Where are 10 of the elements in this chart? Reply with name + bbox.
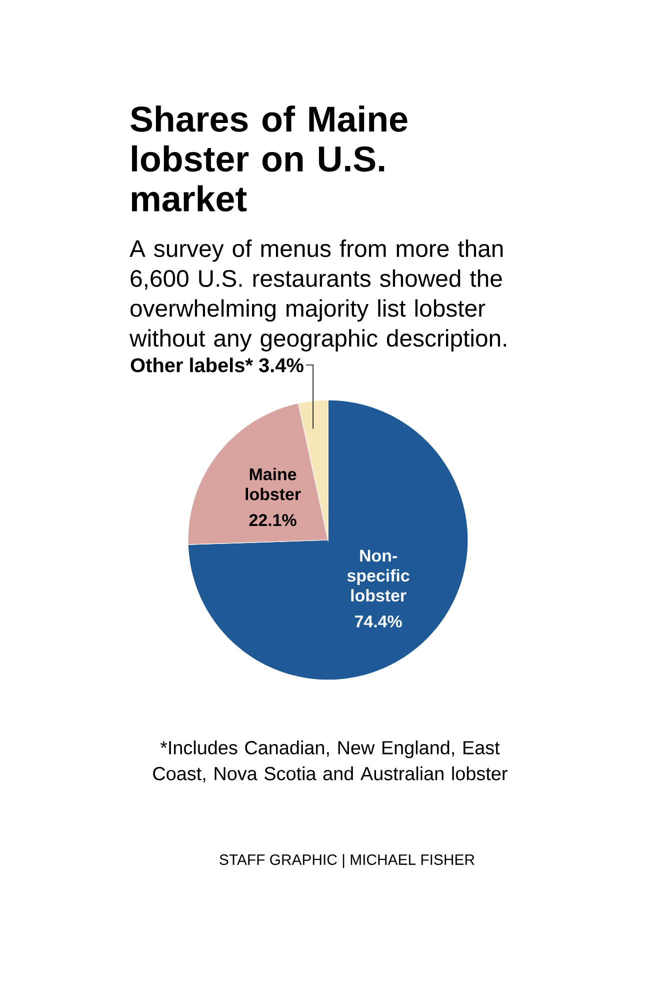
slice-label: Non-specific lobster: [347, 550, 410, 602]
slice-label: Maine lobster: [246, 468, 301, 500]
text: STAFF GRAPHIC | MICHAEL FISHER: [220, 854, 474, 868]
data-label: 74.4%: [355, 616, 402, 628]
chart-subtitle: A survey of menus from more than 6,600 U.S. restaurants showed the overwhelming majority list lobster without any geographic description.: [129, 240, 506, 352]
chart-title: Shares of Maine lobster on U.S. market: [130, 106, 408, 212]
text: *Includes Canadian, New England, East Coast, Nova Scotia and Australian lobster: [153, 740, 508, 783]
data-label: 22.1%: [249, 514, 296, 526]
slice-label: Other labels*: [130, 358, 253, 372]
data-label: 3.4%: [258, 358, 304, 372]
